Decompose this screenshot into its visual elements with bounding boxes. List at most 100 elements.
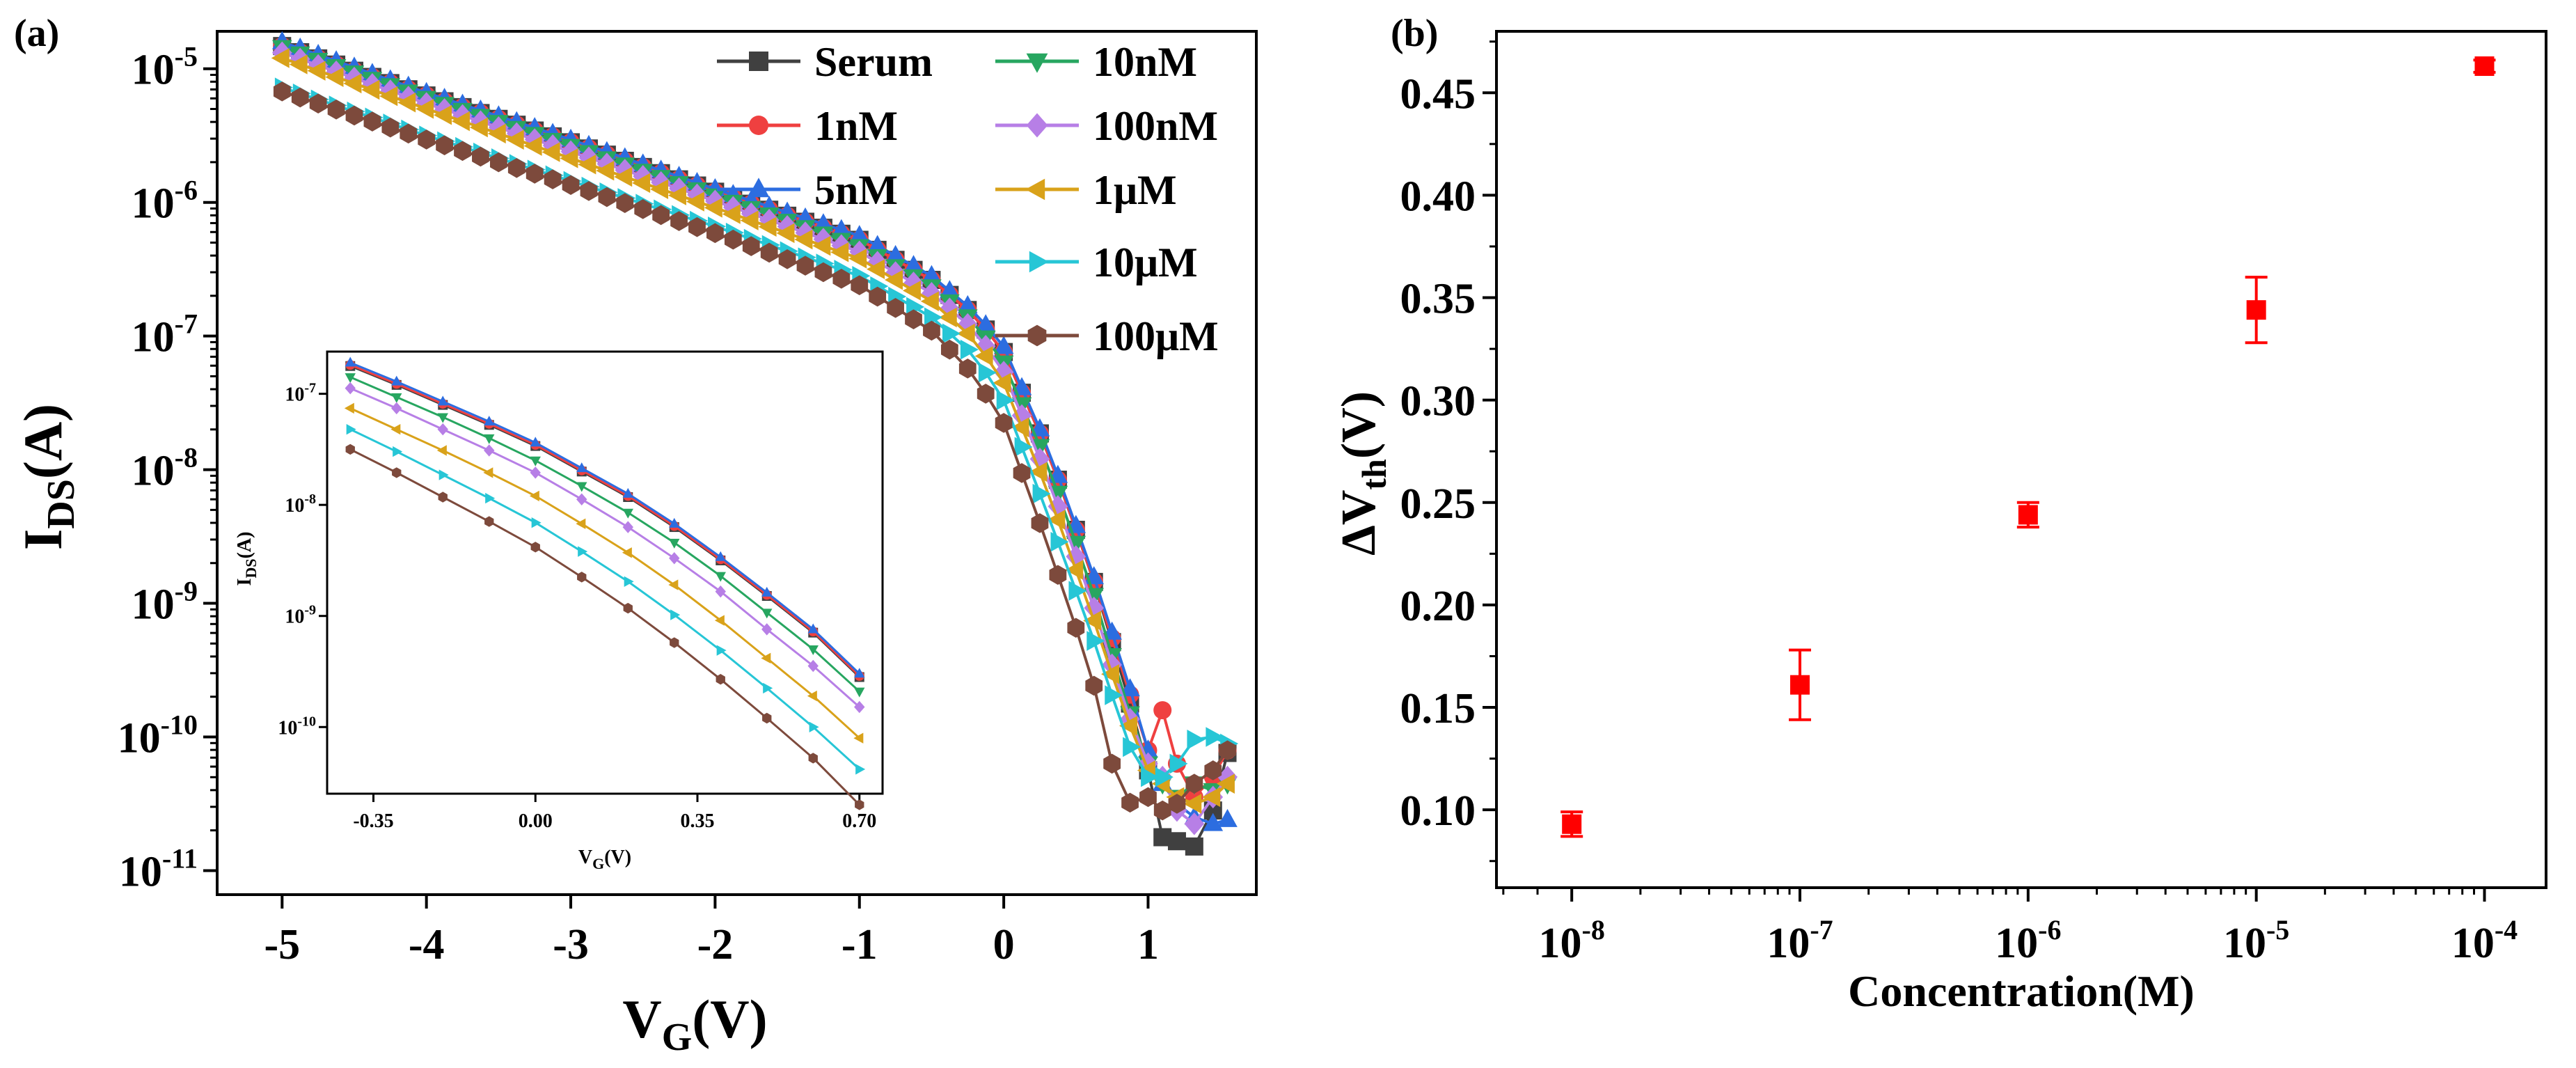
- x-tick-label: 10-6: [1995, 914, 2061, 967]
- inset-data-point: [578, 546, 588, 557]
- data-point: [580, 181, 598, 201]
- data-point: [777, 214, 798, 238]
- inset-data-point: [807, 645, 819, 655]
- inset-data-point: [622, 508, 633, 519]
- data-point: [670, 211, 688, 231]
- data-point: [960, 339, 979, 360]
- legend-label: 100μM: [1093, 313, 1219, 359]
- inset-x-tick-label: 0.35: [681, 810, 715, 832]
- inset-data-point: [854, 700, 865, 714]
- inset-data-point: [392, 467, 402, 478]
- data-point: [832, 269, 851, 289]
- inset-data-point: [622, 521, 633, 533]
- data-point: [923, 320, 940, 341]
- inset-data-point: [345, 443, 355, 455]
- y-tick-label: 0.15: [1400, 685, 1476, 732]
- inset-data-point: [437, 395, 448, 406]
- data-point: [849, 225, 870, 244]
- inset-x-tick-label: 0.00: [519, 810, 553, 832]
- data-point: [940, 339, 958, 360]
- inset-data-point: [345, 382, 356, 395]
- inset-data-point: [622, 547, 632, 558]
- x-tick-label: -5: [264, 921, 300, 968]
- inset-data-point: [391, 393, 402, 403]
- data-point: [1206, 727, 1224, 747]
- data-point: [650, 179, 669, 200]
- data-point: [706, 223, 724, 244]
- data-point: [884, 269, 903, 290]
- data-point: [903, 255, 924, 274]
- data-point: [1153, 701, 1172, 720]
- data-point: [289, 54, 308, 74]
- y-tick-label: 10-11: [119, 842, 198, 895]
- x-tick-label: 0: [993, 921, 1015, 968]
- data-point: [1202, 787, 1221, 808]
- data-point: [1141, 767, 1160, 787]
- inset-series-line: [349, 363, 860, 677]
- data-point: [416, 99, 434, 119]
- data-point: [849, 240, 870, 263]
- data-point: [596, 160, 615, 181]
- data-point: [614, 166, 633, 187]
- data-point: [361, 79, 380, 100]
- x-axis-label: VG(V): [622, 989, 767, 1059]
- y-tick-label: 10-10: [118, 709, 198, 762]
- inset-data-point: [715, 551, 726, 561]
- legend-marker: [748, 178, 770, 198]
- data-point: [489, 152, 507, 173]
- legend-marker: [1029, 251, 1049, 273]
- data-point: [978, 362, 997, 383]
- inset-data-point: [670, 609, 681, 620]
- y-tick-label: 0.25: [1400, 480, 1476, 528]
- inset-data-point: [716, 673, 725, 685]
- data-point: [722, 204, 741, 224]
- inset-data-point: [484, 444, 495, 457]
- data-point: [1066, 545, 1086, 568]
- inset-data-point: [670, 637, 679, 648]
- data-point: [1014, 437, 1033, 457]
- legend-marker: [749, 116, 768, 135]
- panel-label-b: (b): [1391, 12, 1438, 55]
- inset-data-point: [715, 585, 726, 598]
- data-point: [472, 146, 489, 167]
- data-point: [887, 298, 904, 318]
- data-point: [1139, 787, 1157, 808]
- data-point: [974, 346, 993, 366]
- data-point: [957, 313, 978, 336]
- data-point: [487, 123, 506, 144]
- data-point: [307, 61, 326, 81]
- y-axis-label: IDS(A): [13, 404, 83, 550]
- legend-label: Serum: [814, 39, 933, 85]
- data-point: [1169, 753, 1188, 774]
- plot-frame: [216, 30, 1258, 896]
- inset-data-point: [530, 466, 541, 479]
- inset-data-point: [577, 572, 587, 583]
- data-point: [686, 191, 704, 212]
- data-marker: [1562, 814, 1582, 834]
- data-point: [995, 413, 1013, 433]
- legend-entry: 10μM: [995, 239, 1198, 285]
- data-point: [1119, 716, 1137, 736]
- x-tick-label: 10-7: [1767, 914, 1833, 967]
- y-tick-label: 10-8: [132, 442, 198, 495]
- inset-series-10μM: [346, 423, 866, 775]
- inset-frame: [326, 350, 884, 795]
- data-point: [993, 372, 1011, 393]
- data-point: [851, 275, 869, 296]
- data-point: [616, 193, 634, 213]
- inset-data-point: [436, 445, 447, 456]
- inset-series-line: [349, 407, 860, 739]
- data-point: [1047, 510, 1066, 530]
- data-point: [291, 87, 309, 108]
- data-point: [544, 169, 562, 189]
- legend-label: 100nM: [1093, 103, 1218, 149]
- data-point: [920, 291, 939, 312]
- y-tick-label: 0.45: [1400, 70, 1476, 118]
- data-point: [958, 359, 977, 379]
- inset-data-point: [530, 437, 541, 447]
- inset-data-point: [576, 493, 587, 505]
- data-point: [812, 235, 831, 256]
- inset-data-point: [391, 402, 402, 415]
- data-point: [796, 256, 814, 276]
- data-point: [562, 175, 580, 196]
